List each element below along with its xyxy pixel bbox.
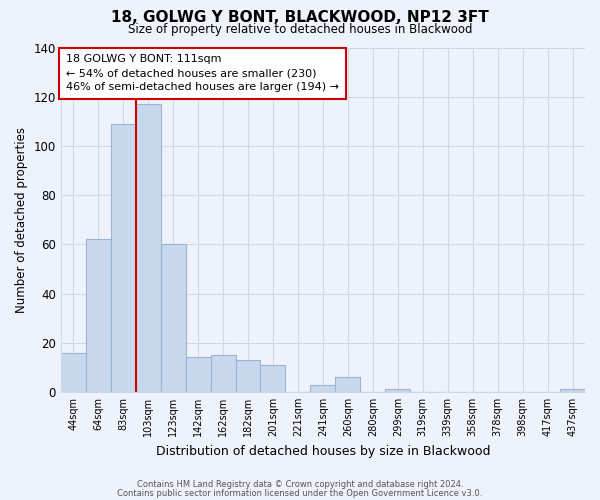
Text: Size of property relative to detached houses in Blackwood: Size of property relative to detached ho… — [128, 22, 472, 36]
Bar — [335, 377, 361, 392]
Bar — [61, 352, 86, 392]
Text: 18, GOLWG Y BONT, BLACKWOOD, NP12 3FT: 18, GOLWG Y BONT, BLACKWOOD, NP12 3FT — [111, 10, 489, 25]
Bar — [236, 360, 260, 392]
Text: 18 GOLWG Y BONT: 111sqm
← 54% of detached houses are smaller (230)
46% of semi-d: 18 GOLWG Y BONT: 111sqm ← 54% of detache… — [66, 54, 339, 92]
X-axis label: Distribution of detached houses by size in Blackwood: Distribution of detached houses by size … — [155, 444, 490, 458]
Bar — [86, 240, 111, 392]
Bar — [161, 244, 185, 392]
Bar — [310, 384, 335, 392]
Bar — [260, 365, 286, 392]
Bar — [136, 104, 161, 392]
Bar — [111, 124, 136, 392]
Text: Contains public sector information licensed under the Open Government Licence v3: Contains public sector information licen… — [118, 490, 482, 498]
Bar — [185, 358, 211, 392]
Bar — [560, 390, 585, 392]
Text: Contains HM Land Registry data © Crown copyright and database right 2024.: Contains HM Land Registry data © Crown c… — [137, 480, 463, 489]
Bar — [211, 355, 236, 392]
Y-axis label: Number of detached properties: Number of detached properties — [15, 126, 28, 312]
Bar — [385, 390, 410, 392]
